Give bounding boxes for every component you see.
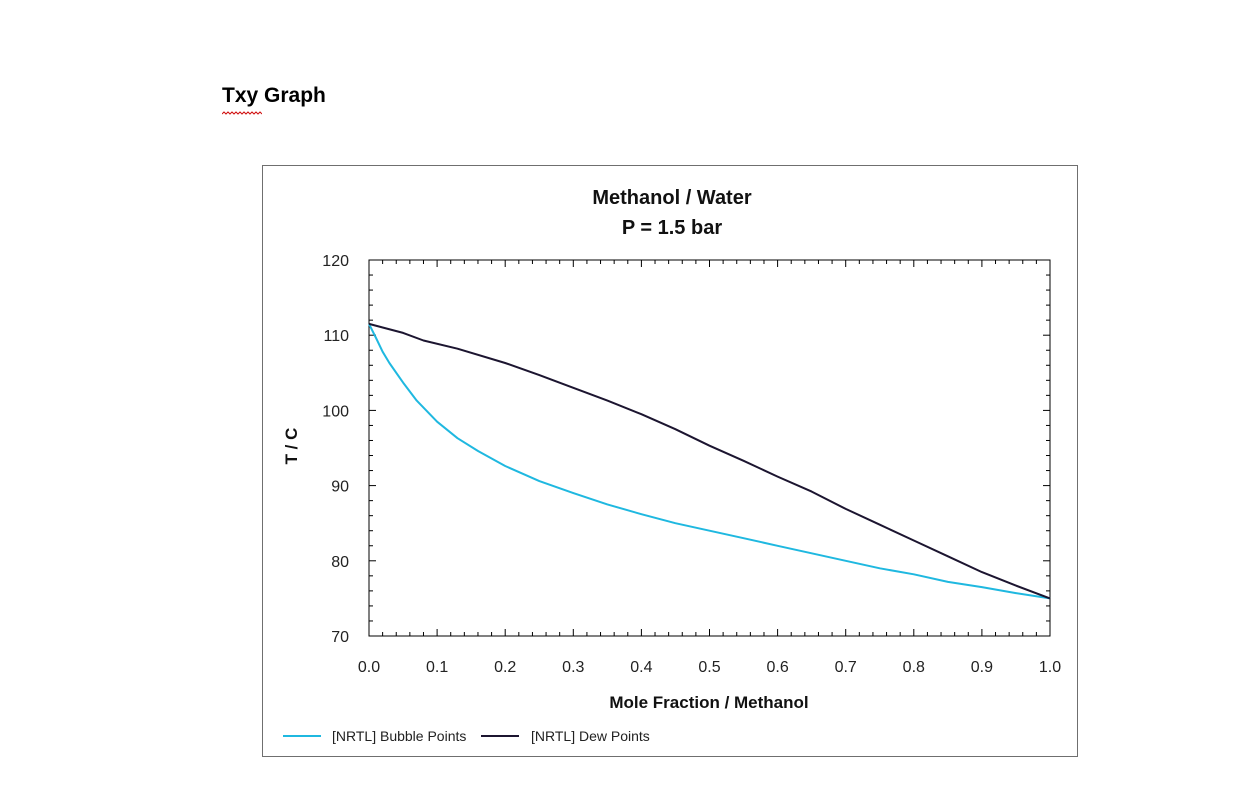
plot-area: 0.0 0.1 0.2 0.3 0.4 0.5 0.6 0.7 0.8 0.9 1.0 70 80 90 1… (322, 253, 1061, 676)
series-line-nrtl-dew-points (368, 322, 1051, 600)
legend-label-dew-points: [NRTL] Dew Points (531, 728, 650, 744)
x-tick-label: 0.9 (971, 659, 993, 676)
x-tick-label: 0.5 (698, 659, 720, 676)
document-heading: Txy Graph (222, 84, 326, 115)
x-tick-label: 0.7 (835, 659, 857, 676)
x-tick-label: 0.2 (494, 659, 516, 676)
x-tick-label: 0.3 (562, 659, 584, 676)
x-tick-label: 0.8 (903, 659, 925, 676)
series-line-nrtl-bubble-points (368, 323, 1051, 600)
y-axis-label: T / C (282, 428, 301, 465)
y-tick-label: 110 (323, 328, 349, 345)
spellcheck-squiggle (222, 111, 262, 115)
y-tick-label: 100 (322, 403, 349, 420)
plot-border (368, 259, 1051, 637)
y-tick-label: 70 (331, 629, 349, 646)
chart-title-line-1: Methanol / Water (592, 187, 751, 209)
x-tick-label: 0.0 (358, 659, 380, 676)
x-tick-label: 1.0 (1039, 659, 1061, 676)
y-tick-label: 90 (331, 479, 349, 496)
txy-chart: Methanol / Water P = 1.5 bar 0.0 0.1 0.2 0.… (282, 187, 1061, 744)
chart-title-line-2: P = 1.5 bar (622, 217, 722, 239)
document-heading-text: Txy Graph (222, 84, 326, 107)
chart-frame: Methanol / Water P = 1.5 bar 0.0 0.1 0.2 0.… (262, 165, 1078, 757)
legend-label-bubble-points: [NRTL] Bubble Points (332, 728, 466, 744)
legend: [NRTL] Bubble Points [NRTL] Dew Points (283, 728, 650, 744)
x-tick-label: 0.6 (766, 659, 788, 676)
y-tick-label: 120 (322, 253, 349, 270)
x-axis-label: Mole Fraction / Methanol (609, 693, 808, 712)
x-tick-label: 0.4 (630, 659, 652, 676)
y-tick-label: 80 (331, 554, 349, 571)
x-tick-label: 0.1 (426, 659, 448, 676)
